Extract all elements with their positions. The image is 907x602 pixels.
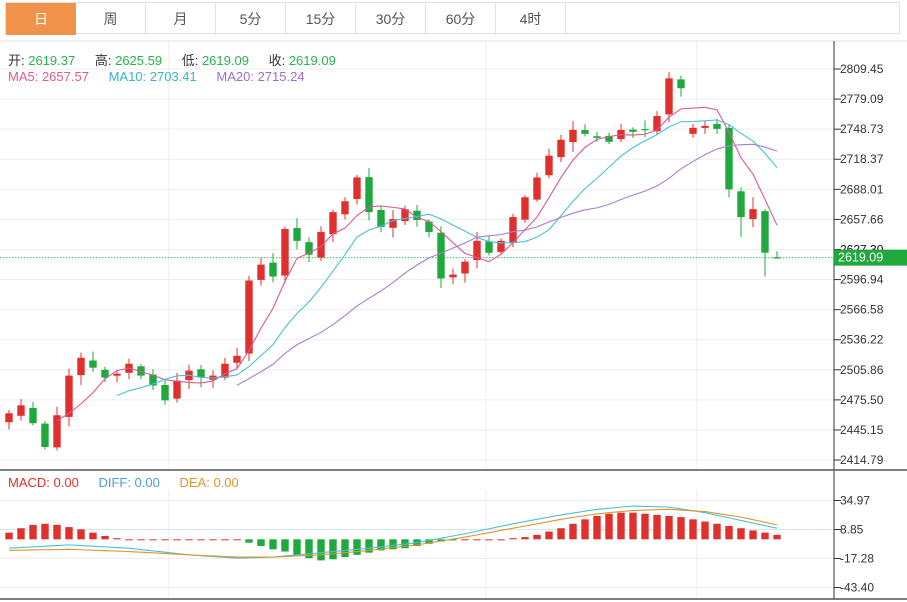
- svg-text:2657.66: 2657.66: [840, 212, 884, 226]
- svg-text:2809.45: 2809.45: [840, 62, 884, 76]
- svg-text:2596.94: 2596.94: [840, 273, 884, 287]
- svg-text:2718.37: 2718.37: [840, 152, 884, 166]
- svg-text:2748.73: 2748.73: [840, 122, 884, 136]
- svg-text:-17.28: -17.28: [840, 552, 874, 566]
- svg-text:34.97: 34.97: [840, 494, 870, 508]
- svg-text:2475.50: 2475.50: [840, 393, 884, 407]
- svg-text:2688.01: 2688.01: [840, 182, 884, 196]
- svg-text:-43.40: -43.40: [840, 581, 874, 595]
- svg-text:8.85: 8.85: [840, 523, 864, 537]
- svg-text:2414.79: 2414.79: [840, 453, 884, 467]
- svg-text:2779.09: 2779.09: [840, 92, 884, 106]
- svg-text:2566.58: 2566.58: [840, 303, 884, 317]
- svg-text:2505.86: 2505.86: [840, 363, 884, 377]
- svg-text:2536.22: 2536.22: [840, 333, 884, 347]
- svg-text:2619.09: 2619.09: [838, 251, 883, 265]
- svg-text:2445.15: 2445.15: [840, 423, 884, 437]
